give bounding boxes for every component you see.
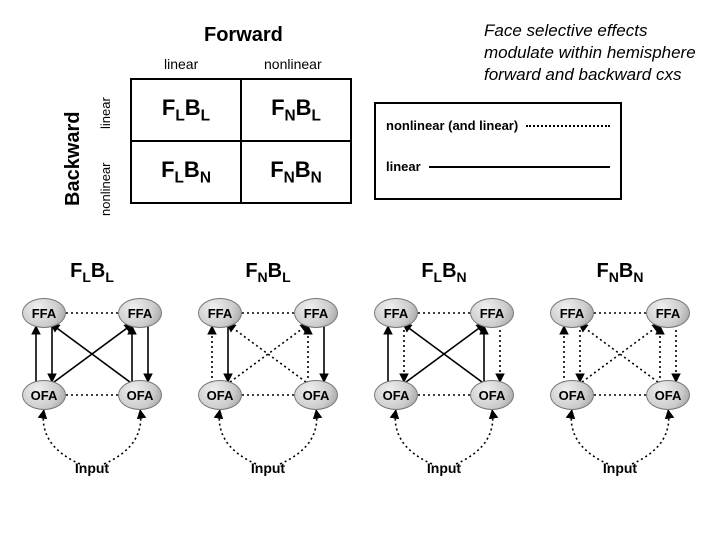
ofa-node: OFA [198, 380, 242, 410]
legend-line-solid [429, 166, 610, 168]
ffa-node: FFA [118, 298, 162, 328]
ffa-node: FFA [22, 298, 66, 328]
ofa-node: OFA [294, 380, 338, 410]
forward-label: Forward [204, 24, 283, 47]
ofa-node: OFA [550, 380, 594, 410]
diagram-3: FNBN FFAFFAOFAOFAInput [544, 260, 696, 480]
input-label: Input [238, 460, 298, 476]
input-label: Input [414, 460, 474, 476]
legend-box: nonlinear (and linear) linear [374, 102, 622, 200]
col-linear-label: linear [164, 56, 198, 72]
cell-flbn: FLBN [131, 141, 241, 203]
legend-linear: linear [386, 159, 610, 174]
ffa-node: FFA [198, 298, 242, 328]
diagram-edges [16, 260, 168, 480]
diagram-edges [368, 260, 520, 480]
ofa-node: OFA [470, 380, 514, 410]
model-matrix: FLBL FNBL FLBN FNBN [130, 78, 352, 204]
diagram-edges [192, 260, 344, 480]
ffa-node: FFA [374, 298, 418, 328]
cell-fnbn: FNBN [241, 141, 351, 203]
ffa-node: FFA [470, 298, 514, 328]
diagram-0: FLBL FFAFFAOFAOFAInput [16, 260, 168, 480]
input-label: Input [62, 460, 122, 476]
input-label: Input [590, 460, 650, 476]
row-nonlinear-label: nonlinear [98, 154, 116, 224]
ffa-node: FFA [294, 298, 338, 328]
col-nonlinear-label: nonlinear [264, 56, 322, 72]
ffa-node: FFA [550, 298, 594, 328]
legend-nonlinear: nonlinear (and linear) [386, 118, 610, 133]
cell-fnbl: FNBL [241, 79, 351, 141]
cell-flbl: FLBL [131, 79, 241, 141]
note-text: Face selective effects modulate within h… [484, 20, 704, 86]
row-linear-label: linear [98, 86, 116, 140]
diagram-2: FLBN FFAFFAOFAOFAInput [368, 260, 520, 480]
diagram-1: FNBL FFAFFAOFAOFAInput [192, 260, 344, 480]
diagram-edges [544, 260, 696, 480]
backward-label: Backward [62, 94, 86, 224]
ofa-node: OFA [22, 380, 66, 410]
diagrams-row: FLBL FFAFFAOFAOFAInputFNBL FFAFFAOFAOFAI… [16, 260, 696, 480]
ofa-node: OFA [646, 380, 690, 410]
ffa-node: FFA [646, 298, 690, 328]
legend-line-dotted [526, 125, 610, 127]
ofa-node: OFA [374, 380, 418, 410]
ofa-node: OFA [118, 380, 162, 410]
